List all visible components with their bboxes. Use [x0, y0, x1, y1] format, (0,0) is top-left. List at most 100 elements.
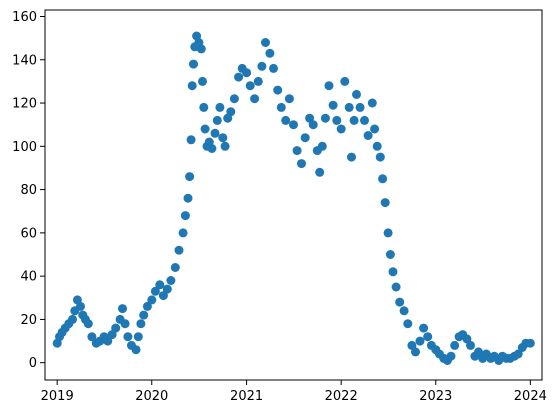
data-point	[250, 94, 260, 104]
y-tick-label: 0	[29, 356, 37, 371]
data-point	[103, 336, 113, 346]
data-point	[212, 115, 222, 125]
plot-frame	[44, 9, 543, 381]
data-point	[395, 297, 405, 307]
data-point	[391, 282, 401, 292]
x-tick-label: 2021	[230, 389, 263, 404]
data-point	[292, 146, 302, 156]
data-point	[367, 98, 377, 108]
data-point	[220, 141, 230, 151]
y-tick-label: 120	[12, 97, 37, 112]
y-tick-label: 40	[20, 270, 37, 285]
data-point	[170, 263, 180, 272]
data-point	[253, 76, 263, 86]
data-point	[332, 115, 342, 125]
y-tick-label: 160	[12, 10, 37, 25]
data-point	[155, 280, 165, 290]
data-point	[196, 44, 206, 54]
data-point	[297, 159, 306, 169]
data-point	[189, 59, 198, 69]
y-tick-label: 20	[20, 313, 37, 328]
data-point	[378, 174, 388, 184]
y-tick-label: 80	[20, 183, 37, 198]
data-point	[269, 63, 278, 73]
data-point	[399, 306, 409, 316]
data-point	[234, 72, 244, 82]
data-point	[136, 319, 146, 329]
data-point	[513, 349, 523, 359]
data-point	[87, 332, 97, 342]
data-point	[328, 100, 338, 110]
data-point	[315, 167, 325, 177]
data-point	[380, 198, 390, 208]
data-point	[186, 135, 196, 145]
data-point	[180, 211, 190, 221]
data-point	[525, 338, 535, 348]
data-point	[174, 245, 184, 255]
data-point	[360, 115, 369, 125]
data-point	[375, 152, 385, 162]
data-point	[289, 120, 298, 130]
data-point	[183, 193, 193, 203]
data-point	[308, 120, 318, 130]
data-point	[133, 332, 143, 342]
data-point	[344, 102, 354, 112]
data-point	[245, 81, 255, 91]
data-point	[355, 102, 365, 112]
data-point	[210, 128, 220, 138]
data-point	[372, 141, 382, 151]
data-point	[347, 152, 356, 162]
data-point	[200, 124, 210, 134]
data-point	[446, 351, 456, 361]
data-point	[419, 323, 429, 333]
data-point	[215, 102, 225, 112]
data-point	[218, 133, 228, 143]
data-point	[207, 144, 217, 153]
data-point	[68, 314, 77, 324]
data-point	[273, 85, 283, 95]
data-point	[199, 102, 209, 112]
data-points	[52, 31, 535, 365]
data-point	[142, 301, 152, 311]
data-point	[178, 228, 188, 238]
data-point	[385, 250, 395, 259]
data-point	[336, 124, 346, 134]
data-point	[158, 291, 168, 301]
data-point	[281, 115, 291, 125]
x-axis-ticks: 2019 2020 2021 2022 2023 2024	[41, 380, 547, 404]
data-point	[118, 304, 127, 314]
y-tick-label: 140	[12, 53, 37, 68]
data-point	[340, 76, 350, 86]
data-point	[150, 286, 160, 296]
data-point	[123, 332, 133, 342]
data-point	[411, 347, 420, 357]
data-point	[403, 319, 413, 329]
data-point	[423, 332, 433, 342]
data-point	[300, 133, 310, 143]
data-point	[261, 38, 270, 47]
data-point	[198, 76, 207, 86]
data-point	[370, 124, 380, 134]
y-axis-ticks: 0 20 40 60 80 100 120 140 160	[12, 10, 45, 371]
data-point	[388, 267, 398, 277]
data-point	[276, 102, 286, 112]
data-point	[226, 107, 236, 117]
data-point	[147, 295, 157, 305]
data-point	[187, 81, 197, 91]
data-point	[317, 141, 327, 151]
data-point	[242, 68, 252, 78]
data-point	[162, 284, 172, 294]
y-tick-label: 60	[20, 226, 37, 241]
x-tick-label: 2019	[41, 389, 74, 404]
data-point	[352, 89, 361, 99]
x-tick-label: 2023	[419, 389, 452, 404]
x-tick-label: 2020	[135, 389, 168, 404]
data-point	[349, 115, 359, 125]
data-point	[415, 336, 425, 346]
data-point	[76, 301, 85, 311]
y-tick-label: 100	[12, 140, 37, 155]
data-point	[166, 276, 176, 285]
data-point	[466, 340, 475, 350]
data-point	[139, 310, 149, 320]
